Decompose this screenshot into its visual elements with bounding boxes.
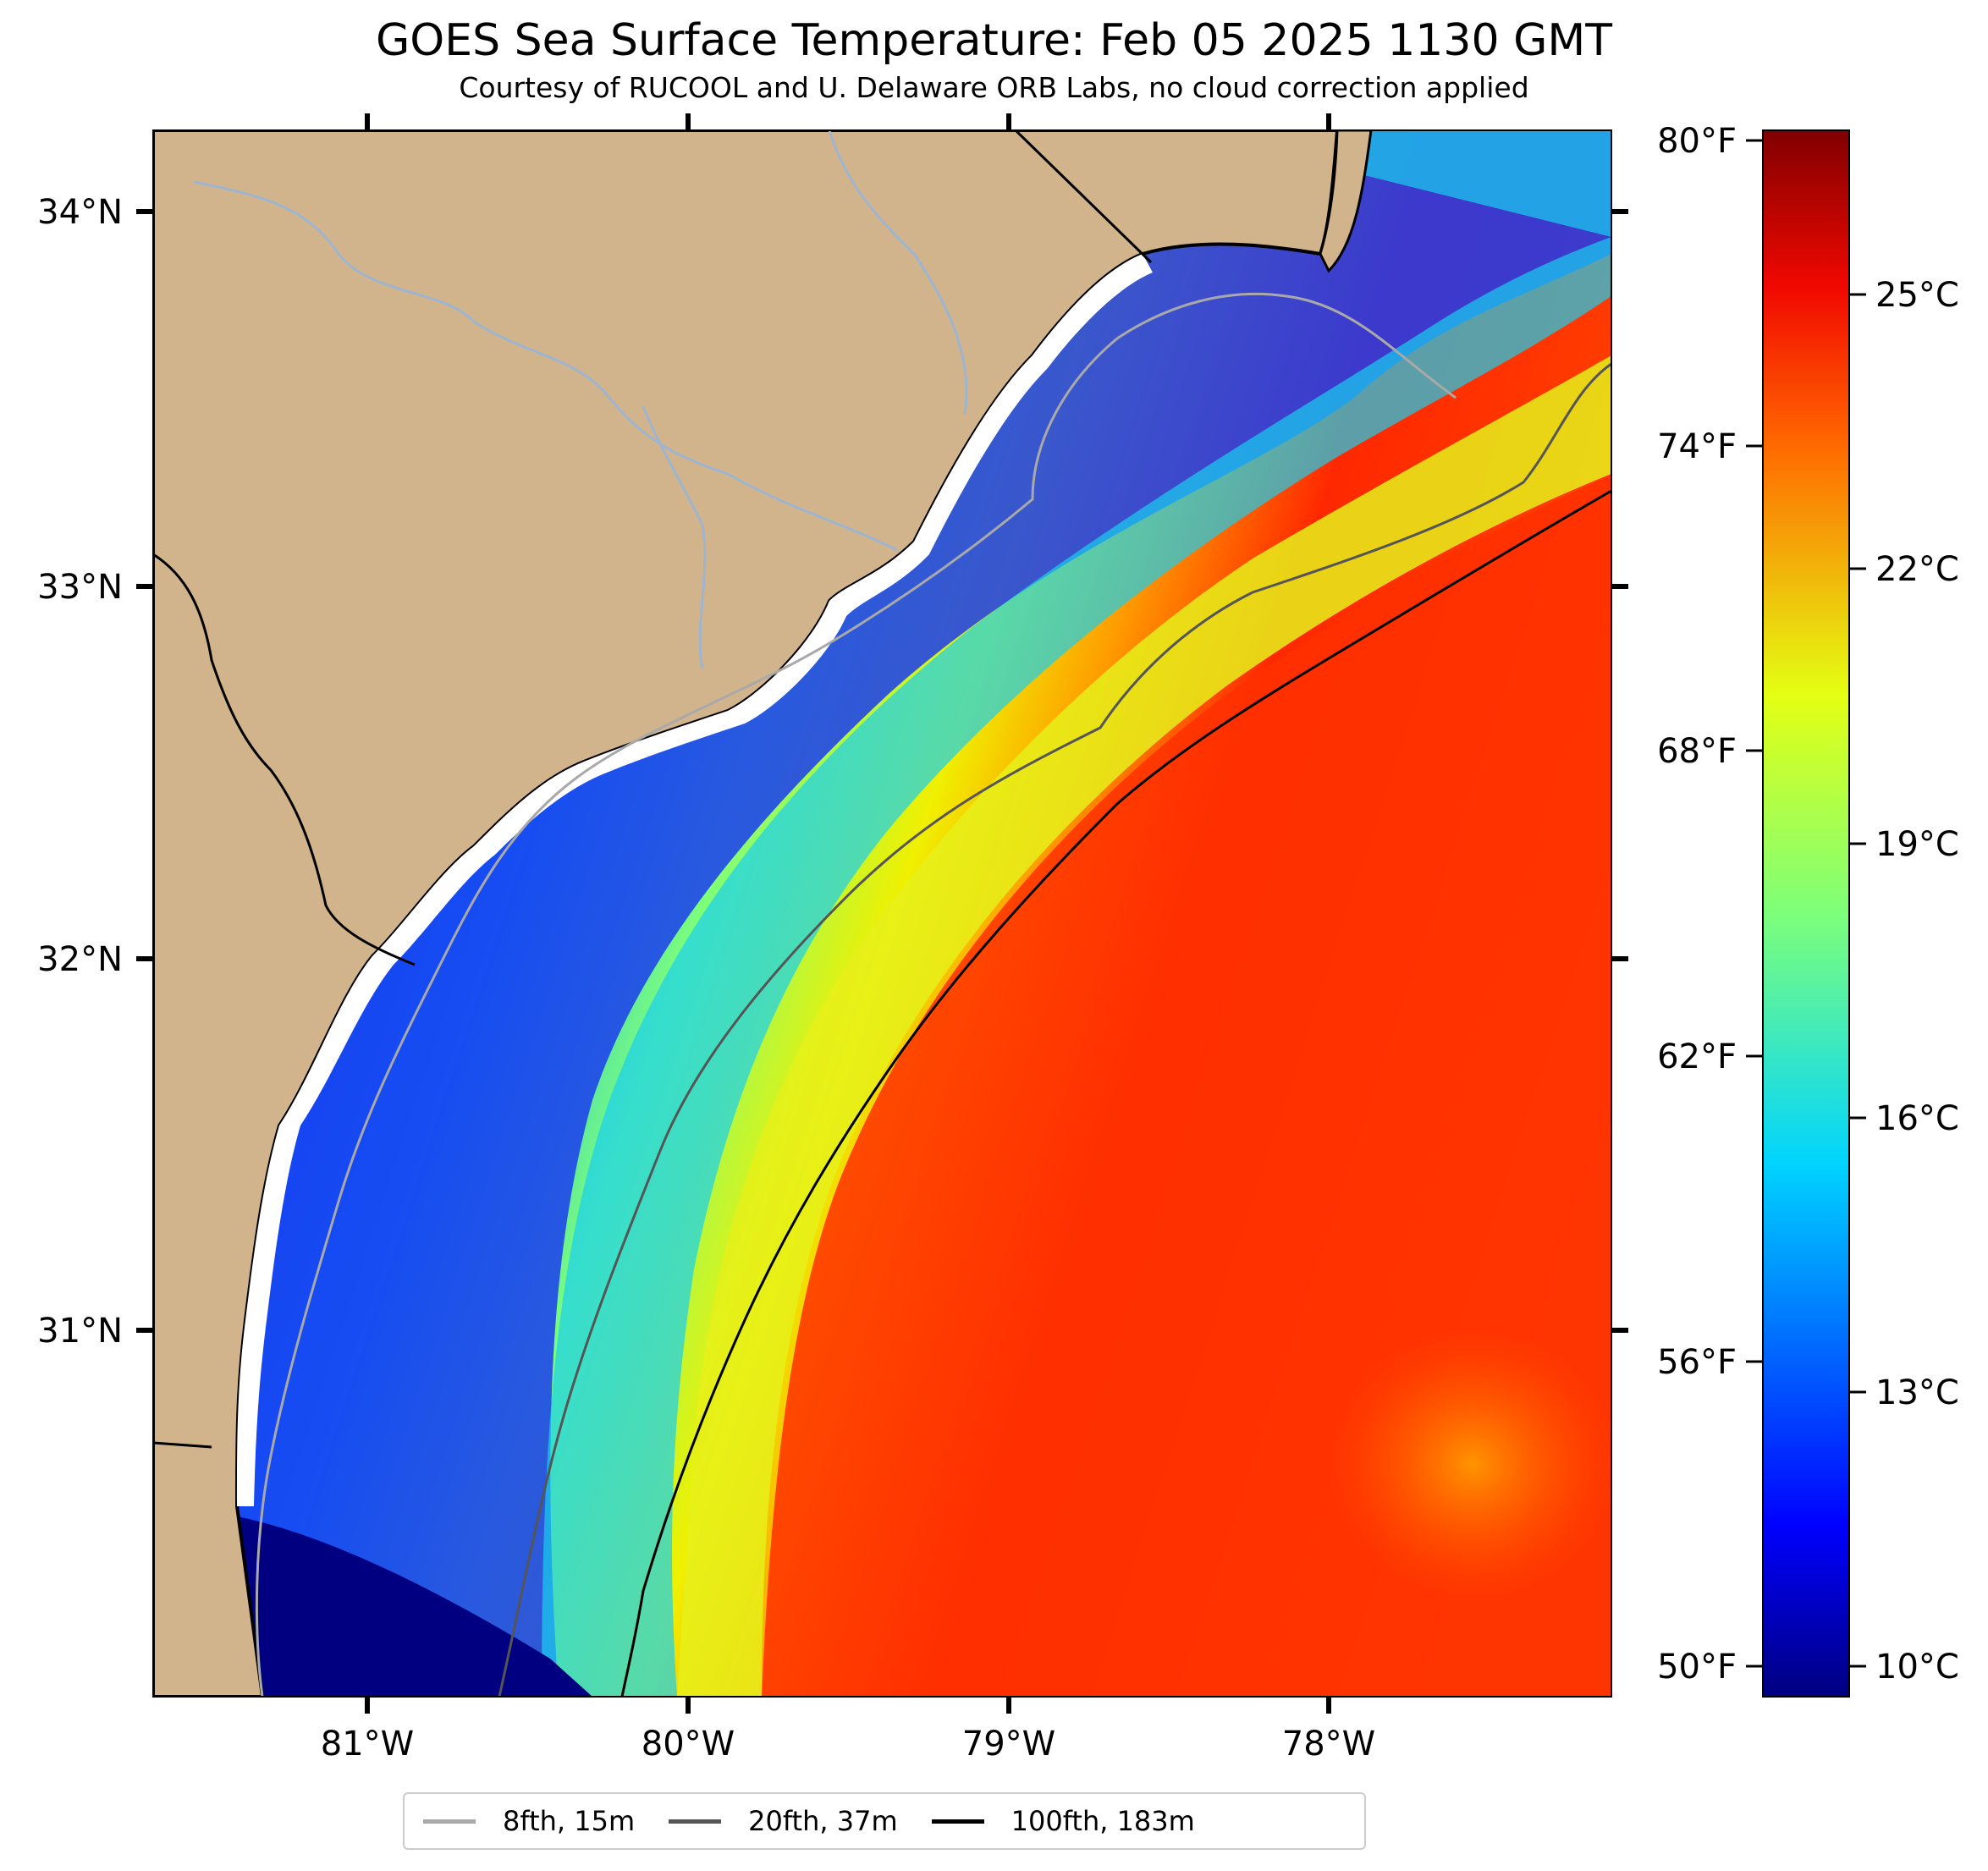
lon-label: 81°W [321, 1725, 414, 1764]
legend-swatch [669, 1819, 722, 1824]
river [828, 130, 968, 415]
legend-label: 8fth, 15m [503, 1805, 636, 1837]
legend-item-100fth: 100fth, 183m [931, 1805, 1195, 1837]
legend-swatch [931, 1819, 984, 1824]
lon-label: 80°W [642, 1725, 735, 1764]
c-label: 16°C [1875, 1099, 1959, 1138]
lat-label: 33°N [37, 568, 123, 607]
f-label: 56°F [1657, 1343, 1737, 1382]
state-boundary [153, 1441, 212, 1449]
isobath-legend: 8fth, 15m 20fth, 37m 100fth, 183m [403, 1792, 1366, 1850]
lat-label: 34°N [37, 193, 123, 232]
river [642, 405, 707, 669]
state-boundary [153, 553, 416, 966]
legend-swatch [423, 1819, 476, 1824]
river [194, 180, 898, 552]
lat-axis-right [1611, 209, 1628, 1333]
lat-axis-left: 34°N 33°N 32°N 31°N [37, 193, 153, 1351]
isobath-8fth [255, 293, 1457, 1697]
colorbar-gradient [1762, 129, 1850, 1698]
isobath-20fth [498, 362, 1611, 1697]
lon-label: 78°W [1282, 1725, 1375, 1764]
warm-eddy [1329, 1329, 1611, 1599]
legend-item-20fth: 20fth, 37m [669, 1805, 898, 1837]
chart-title: GOES Sea Surface Temperature: Feb 05 202… [375, 15, 1613, 66]
mid-shelf-water [542, 130, 1611, 1697]
c-label: 25°C [1875, 276, 1959, 315]
map-area [153, 130, 1611, 1697]
lon-axis: 81°W 80°W 79°W 78°W [321, 113, 1375, 1764]
legend-label: 100fth, 183m [1011, 1805, 1195, 1837]
c-label: 22°C [1875, 550, 1959, 589]
c-label: 10°C [1875, 1648, 1959, 1687]
f-label: 74°F [1657, 427, 1737, 466]
f-label: 62°F [1657, 1037, 1737, 1076]
cape-fear-land [1319, 130, 1373, 273]
fahrenheit-scale: 80°F 74°F 68°F 62°F 56°F 50°F [1657, 122, 1763, 1687]
f-label: 50°F [1657, 1648, 1737, 1687]
cold-inshore-pool [229, 1515, 592, 1697]
legend-label: 20fth, 37m [748, 1805, 898, 1837]
celsius-scale: 25°C 22°C 19°C 16°C 13°C 10°C [1849, 276, 1959, 1687]
isobath-100fth [620, 489, 1611, 1697]
legend-item-8fth: 8fth, 15m [423, 1805, 635, 1837]
f-label: 80°F [1657, 122, 1737, 161]
lat-label: 31°N [37, 1312, 123, 1351]
state-boundary [1014, 130, 1153, 264]
warm-front [677, 355, 1611, 1697]
map-frame [152, 129, 1612, 1698]
chart-subtitle: Courtesy of RUCOOL and U. Delaware ORB L… [459, 71, 1529, 104]
c-label: 13°C [1875, 1373, 1959, 1412]
colorbar: 80°F 74°F 68°F 62°F 56°F 50°F 25°C 22°C … [1657, 122, 1959, 1698]
lon-label: 79°W [962, 1725, 1055, 1764]
f-label: 68°F [1657, 732, 1737, 771]
c-label: 19°C [1875, 825, 1959, 864]
lat-label: 32°N [37, 940, 123, 979]
